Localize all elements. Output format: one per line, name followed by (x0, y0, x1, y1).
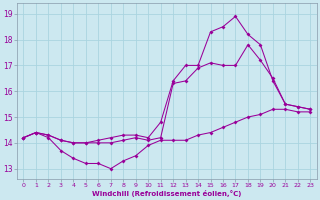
X-axis label: Windchill (Refroidissement éolien,°C): Windchill (Refroidissement éolien,°C) (92, 190, 242, 197)
